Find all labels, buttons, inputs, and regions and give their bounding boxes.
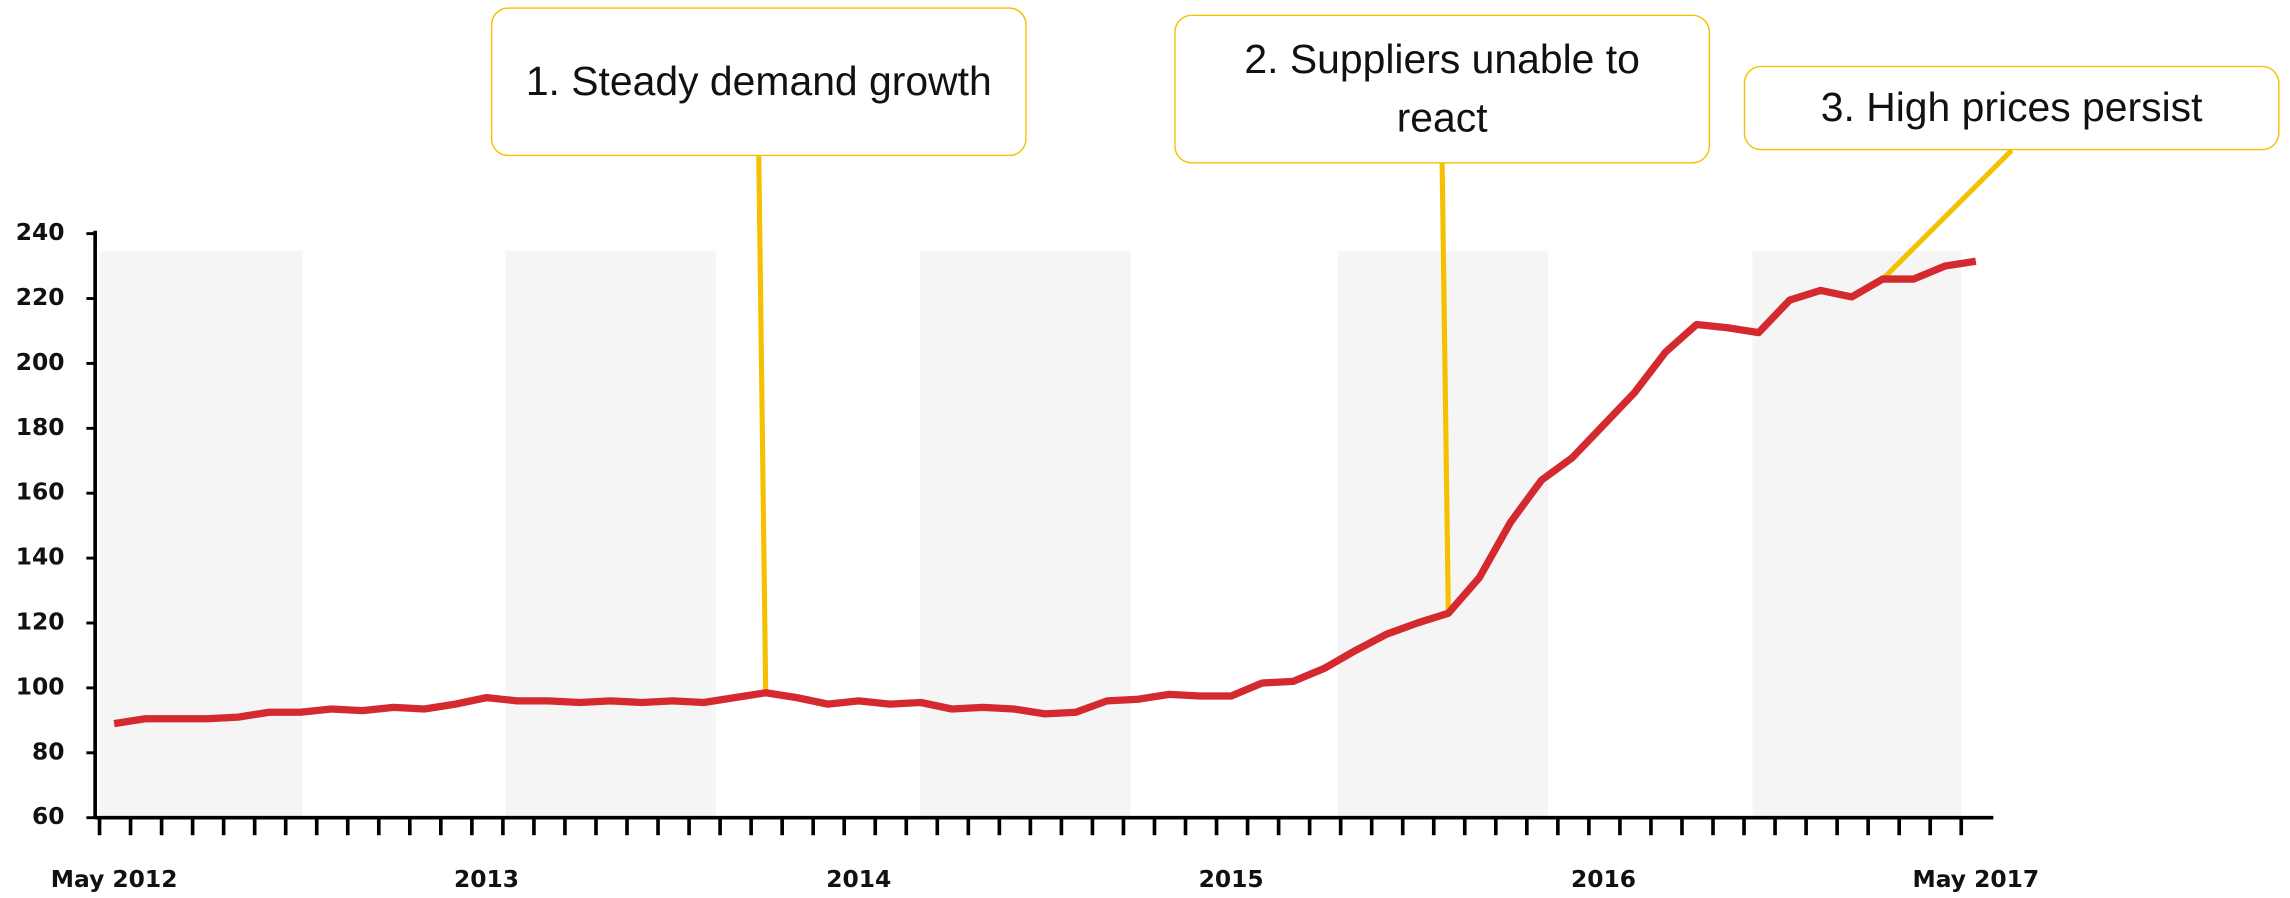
- annotation: 1. Steady demand growth: [490, 7, 1027, 157]
- x-tick-label: 2014: [826, 865, 891, 893]
- annotation: 2. Suppliers unable to react: [1174, 14, 1711, 164]
- band: [505, 251, 716, 818]
- band: [920, 251, 1131, 818]
- annotation-text: 1. Steady demand growth: [490, 7, 1027, 157]
- annotation-line: [1880, 148, 2014, 281]
- annotation-text: 2. Suppliers unable to react: [1174, 14, 1711, 164]
- x-tick-label: 2016: [1571, 865, 1636, 893]
- band: [99, 251, 303, 818]
- annotation-line: [756, 156, 769, 693]
- y-tick-label: 220: [16, 283, 65, 311]
- annotation-line: [1439, 163, 1451, 614]
- y-tick-label: 80: [32, 737, 65, 765]
- series-line: [113, 257, 1977, 728]
- y-tick-label: 160: [16, 478, 65, 506]
- x-tick-label: May 2017: [1912, 865, 2039, 893]
- y-tick-label: 140: [16, 543, 65, 571]
- y-tick-label: 120: [16, 608, 65, 636]
- y-tick-label: 240: [16, 218, 65, 246]
- annotation: 3. High prices persist: [1743, 65, 2280, 151]
- annotation-text: 3. High prices persist: [1743, 65, 2280, 151]
- x-tick-label: 2015: [1199, 865, 1264, 893]
- y-tick-label: 200: [16, 348, 65, 376]
- x-tick-label: May 2012: [51, 865, 178, 893]
- y-tick-label: 180: [16, 413, 65, 441]
- x-tick-label: 2013: [454, 865, 519, 893]
- y-tick-label: 100: [16, 672, 65, 700]
- band: [1752, 251, 1962, 818]
- y-tick-label: 60: [32, 802, 65, 830]
